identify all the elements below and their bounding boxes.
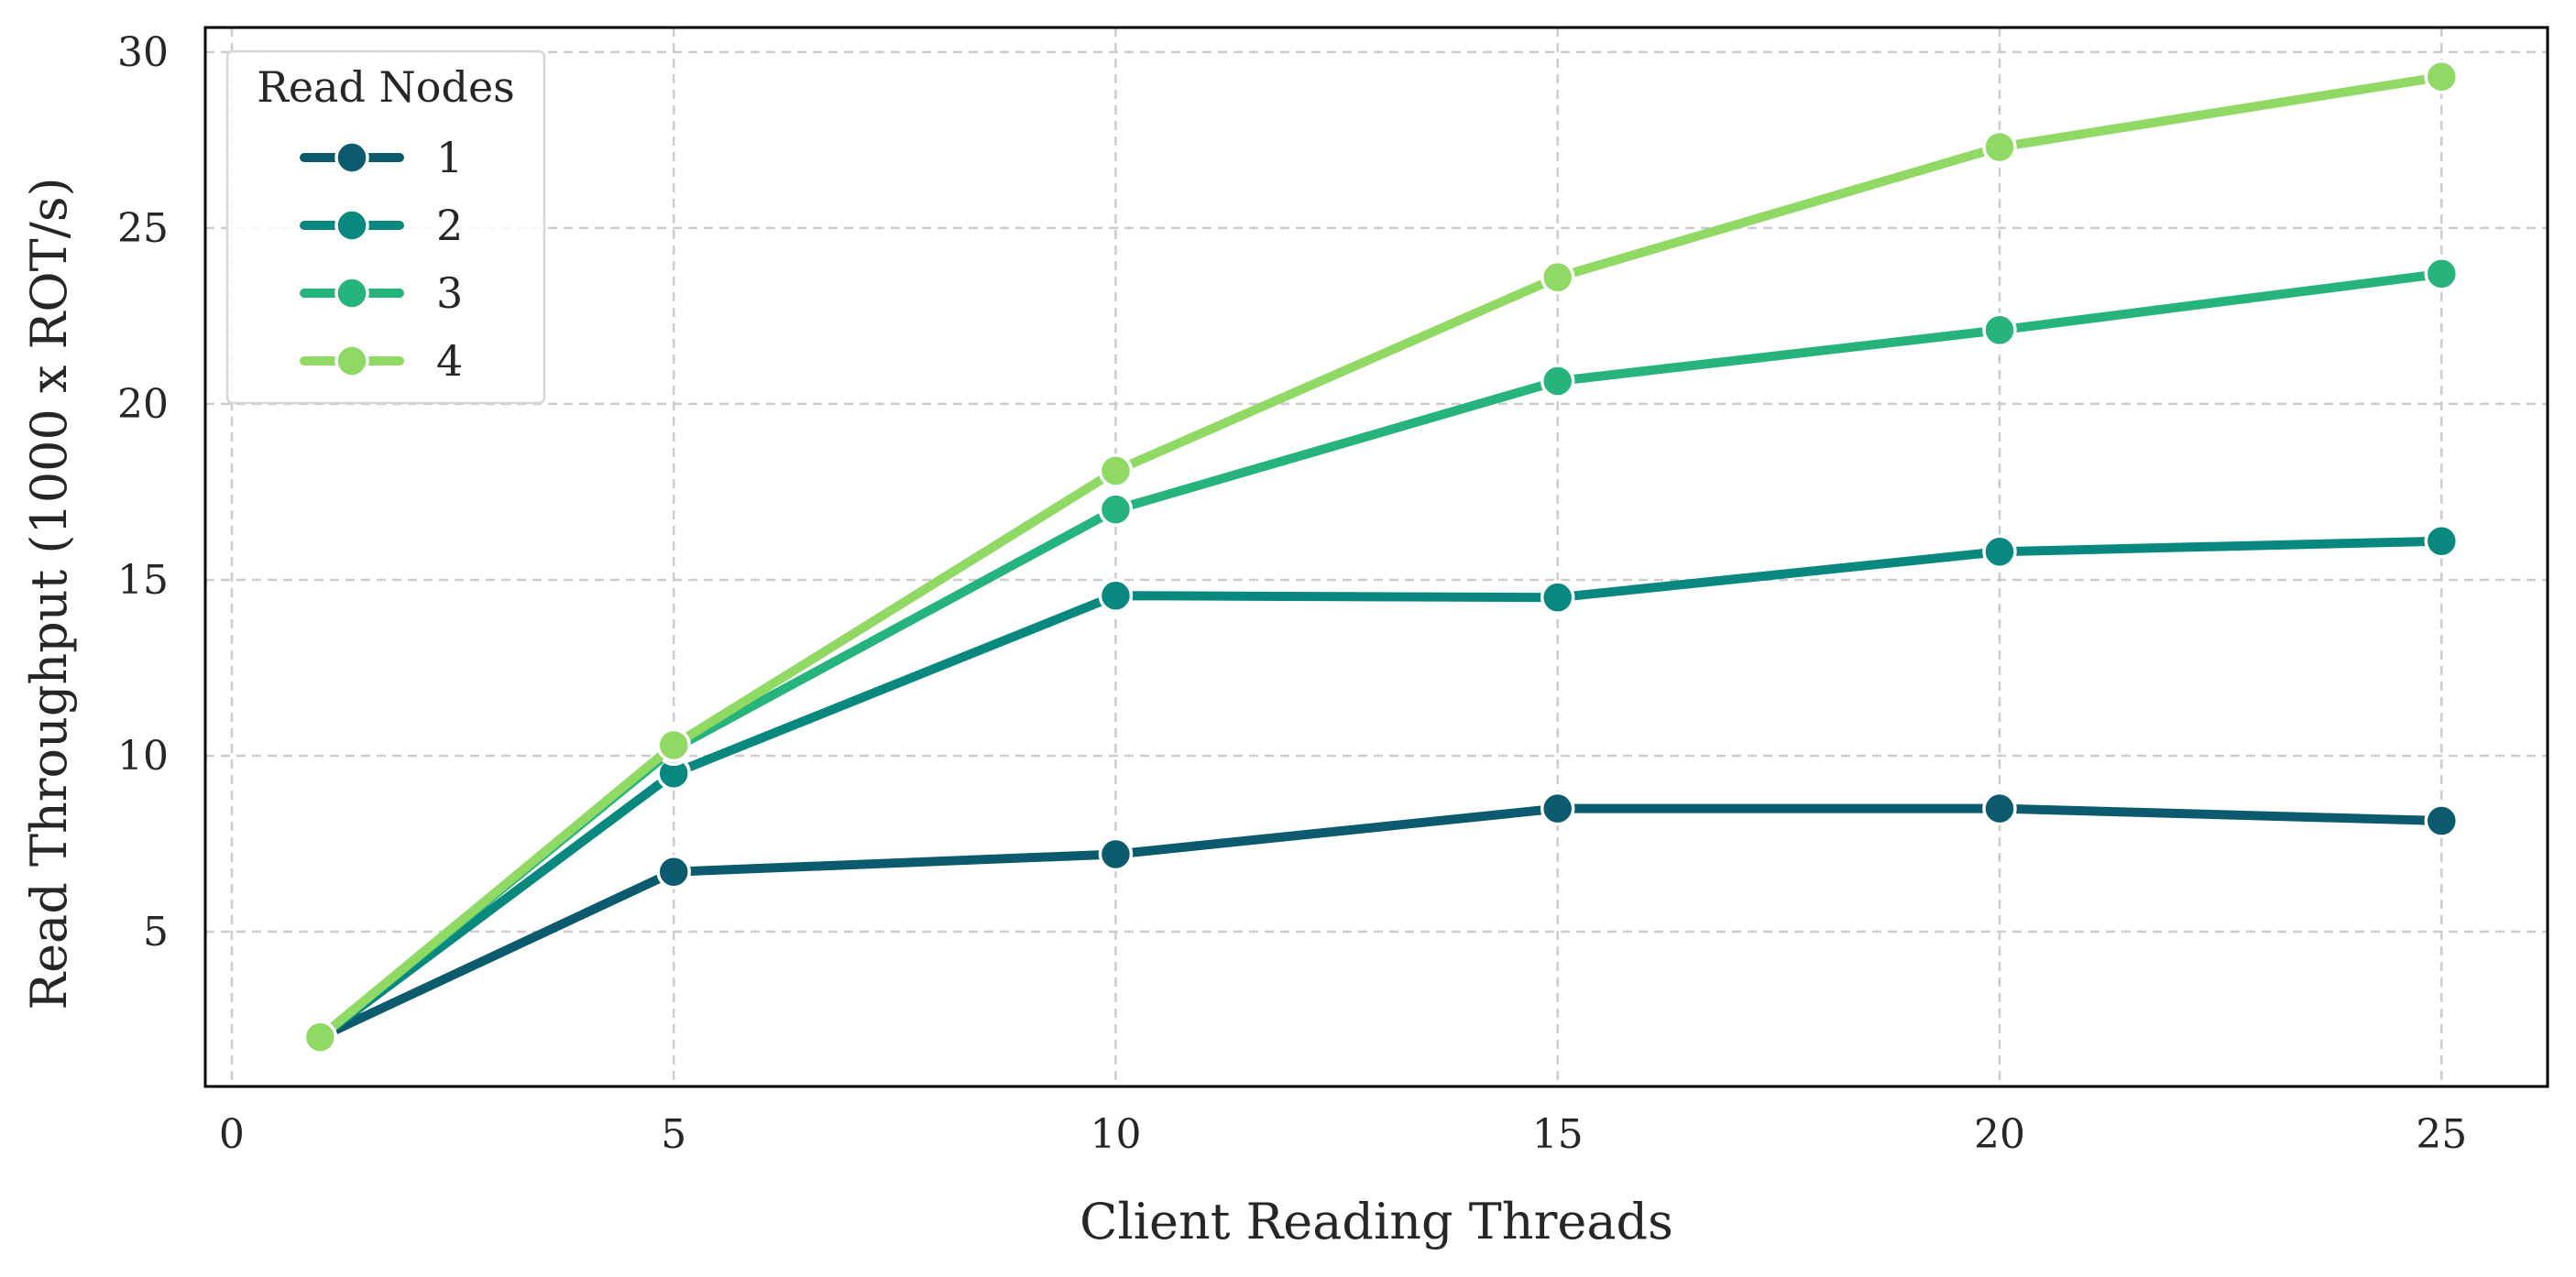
series-3-point xyxy=(1540,364,1575,398)
series-4-point xyxy=(1098,453,1134,488)
x-tick-label: 15 xyxy=(1532,1111,1584,1158)
y-axis-ticks: 5 10 15 20 25 30 xyxy=(117,29,169,955)
series-2-point xyxy=(2424,523,2460,559)
legend-label: 1 xyxy=(436,133,463,182)
x-tick-label: 25 xyxy=(2416,1111,2467,1158)
series-1-line xyxy=(315,803,2447,1042)
legend-marker xyxy=(334,140,369,175)
y-tick-label: 5 xyxy=(143,909,169,955)
series-4-point xyxy=(1540,259,1575,295)
x-tick-label: 20 xyxy=(1974,1111,2025,1158)
legend-label: 2 xyxy=(436,201,463,250)
x-axis-ticks: 0 5 10 15 20 25 xyxy=(219,1111,2467,1158)
x-tick-label: 5 xyxy=(661,1111,686,1158)
series-4-point xyxy=(656,727,691,763)
series-3-line xyxy=(315,268,2447,1042)
series-2-line xyxy=(315,536,2447,1042)
y-tick-label: 15 xyxy=(117,557,169,604)
series-4-point xyxy=(1982,129,2017,165)
legend-marker xyxy=(334,276,369,311)
legend-label: 3 xyxy=(436,268,463,318)
grid xyxy=(205,27,2548,1086)
series-1-point xyxy=(2424,803,2460,838)
x-tick-label: 0 xyxy=(219,1111,245,1158)
series-4-line xyxy=(315,71,2447,1042)
legend-item-4: 4 xyxy=(300,336,463,386)
legend-marker xyxy=(334,344,369,378)
series-2 xyxy=(302,523,2460,1054)
legend: Read Nodes 1 2 3 4 xyxy=(225,49,546,405)
legend-item-3: 3 xyxy=(300,268,463,318)
legend-label: 4 xyxy=(436,336,463,386)
y-tick-label: 20 xyxy=(117,381,169,428)
series-1-point xyxy=(1982,791,2017,826)
x-tick-label: 10 xyxy=(1090,1111,1141,1158)
y-tick-label: 30 xyxy=(117,29,169,76)
series-1-point xyxy=(1098,836,1134,872)
series-lines xyxy=(302,60,2460,1054)
legend-item-2: 2 xyxy=(300,201,463,250)
series-2-point xyxy=(1540,580,1575,615)
series-1-point xyxy=(656,854,691,890)
y-tick-label: 25 xyxy=(117,205,169,252)
plot-frame xyxy=(203,26,2549,1088)
series-3 xyxy=(302,256,2460,1054)
series-2-point xyxy=(1982,534,2017,569)
legend-item-1: 1 xyxy=(300,133,463,182)
series-1 xyxy=(302,791,2460,1054)
legend-title: Read Nodes xyxy=(257,62,515,112)
series-2-point xyxy=(1098,578,1134,613)
legend-marker xyxy=(334,208,369,243)
series-3-point xyxy=(2424,256,2460,291)
y-axis-title: Read Throughput (1000 x ROT/s) xyxy=(20,177,78,1010)
series-3-point xyxy=(1982,312,2017,348)
series-1-point xyxy=(1540,791,1575,826)
legend-items: 1 2 3 4 xyxy=(300,133,463,386)
x-axis-title: Client Reading Threads xyxy=(1080,1193,1673,1250)
series-3-point xyxy=(1098,492,1134,527)
series-4 xyxy=(302,60,2460,1054)
y-tick-label: 10 xyxy=(117,733,169,780)
series-4-point xyxy=(302,1020,338,1054)
series-4-point xyxy=(2424,60,2460,94)
